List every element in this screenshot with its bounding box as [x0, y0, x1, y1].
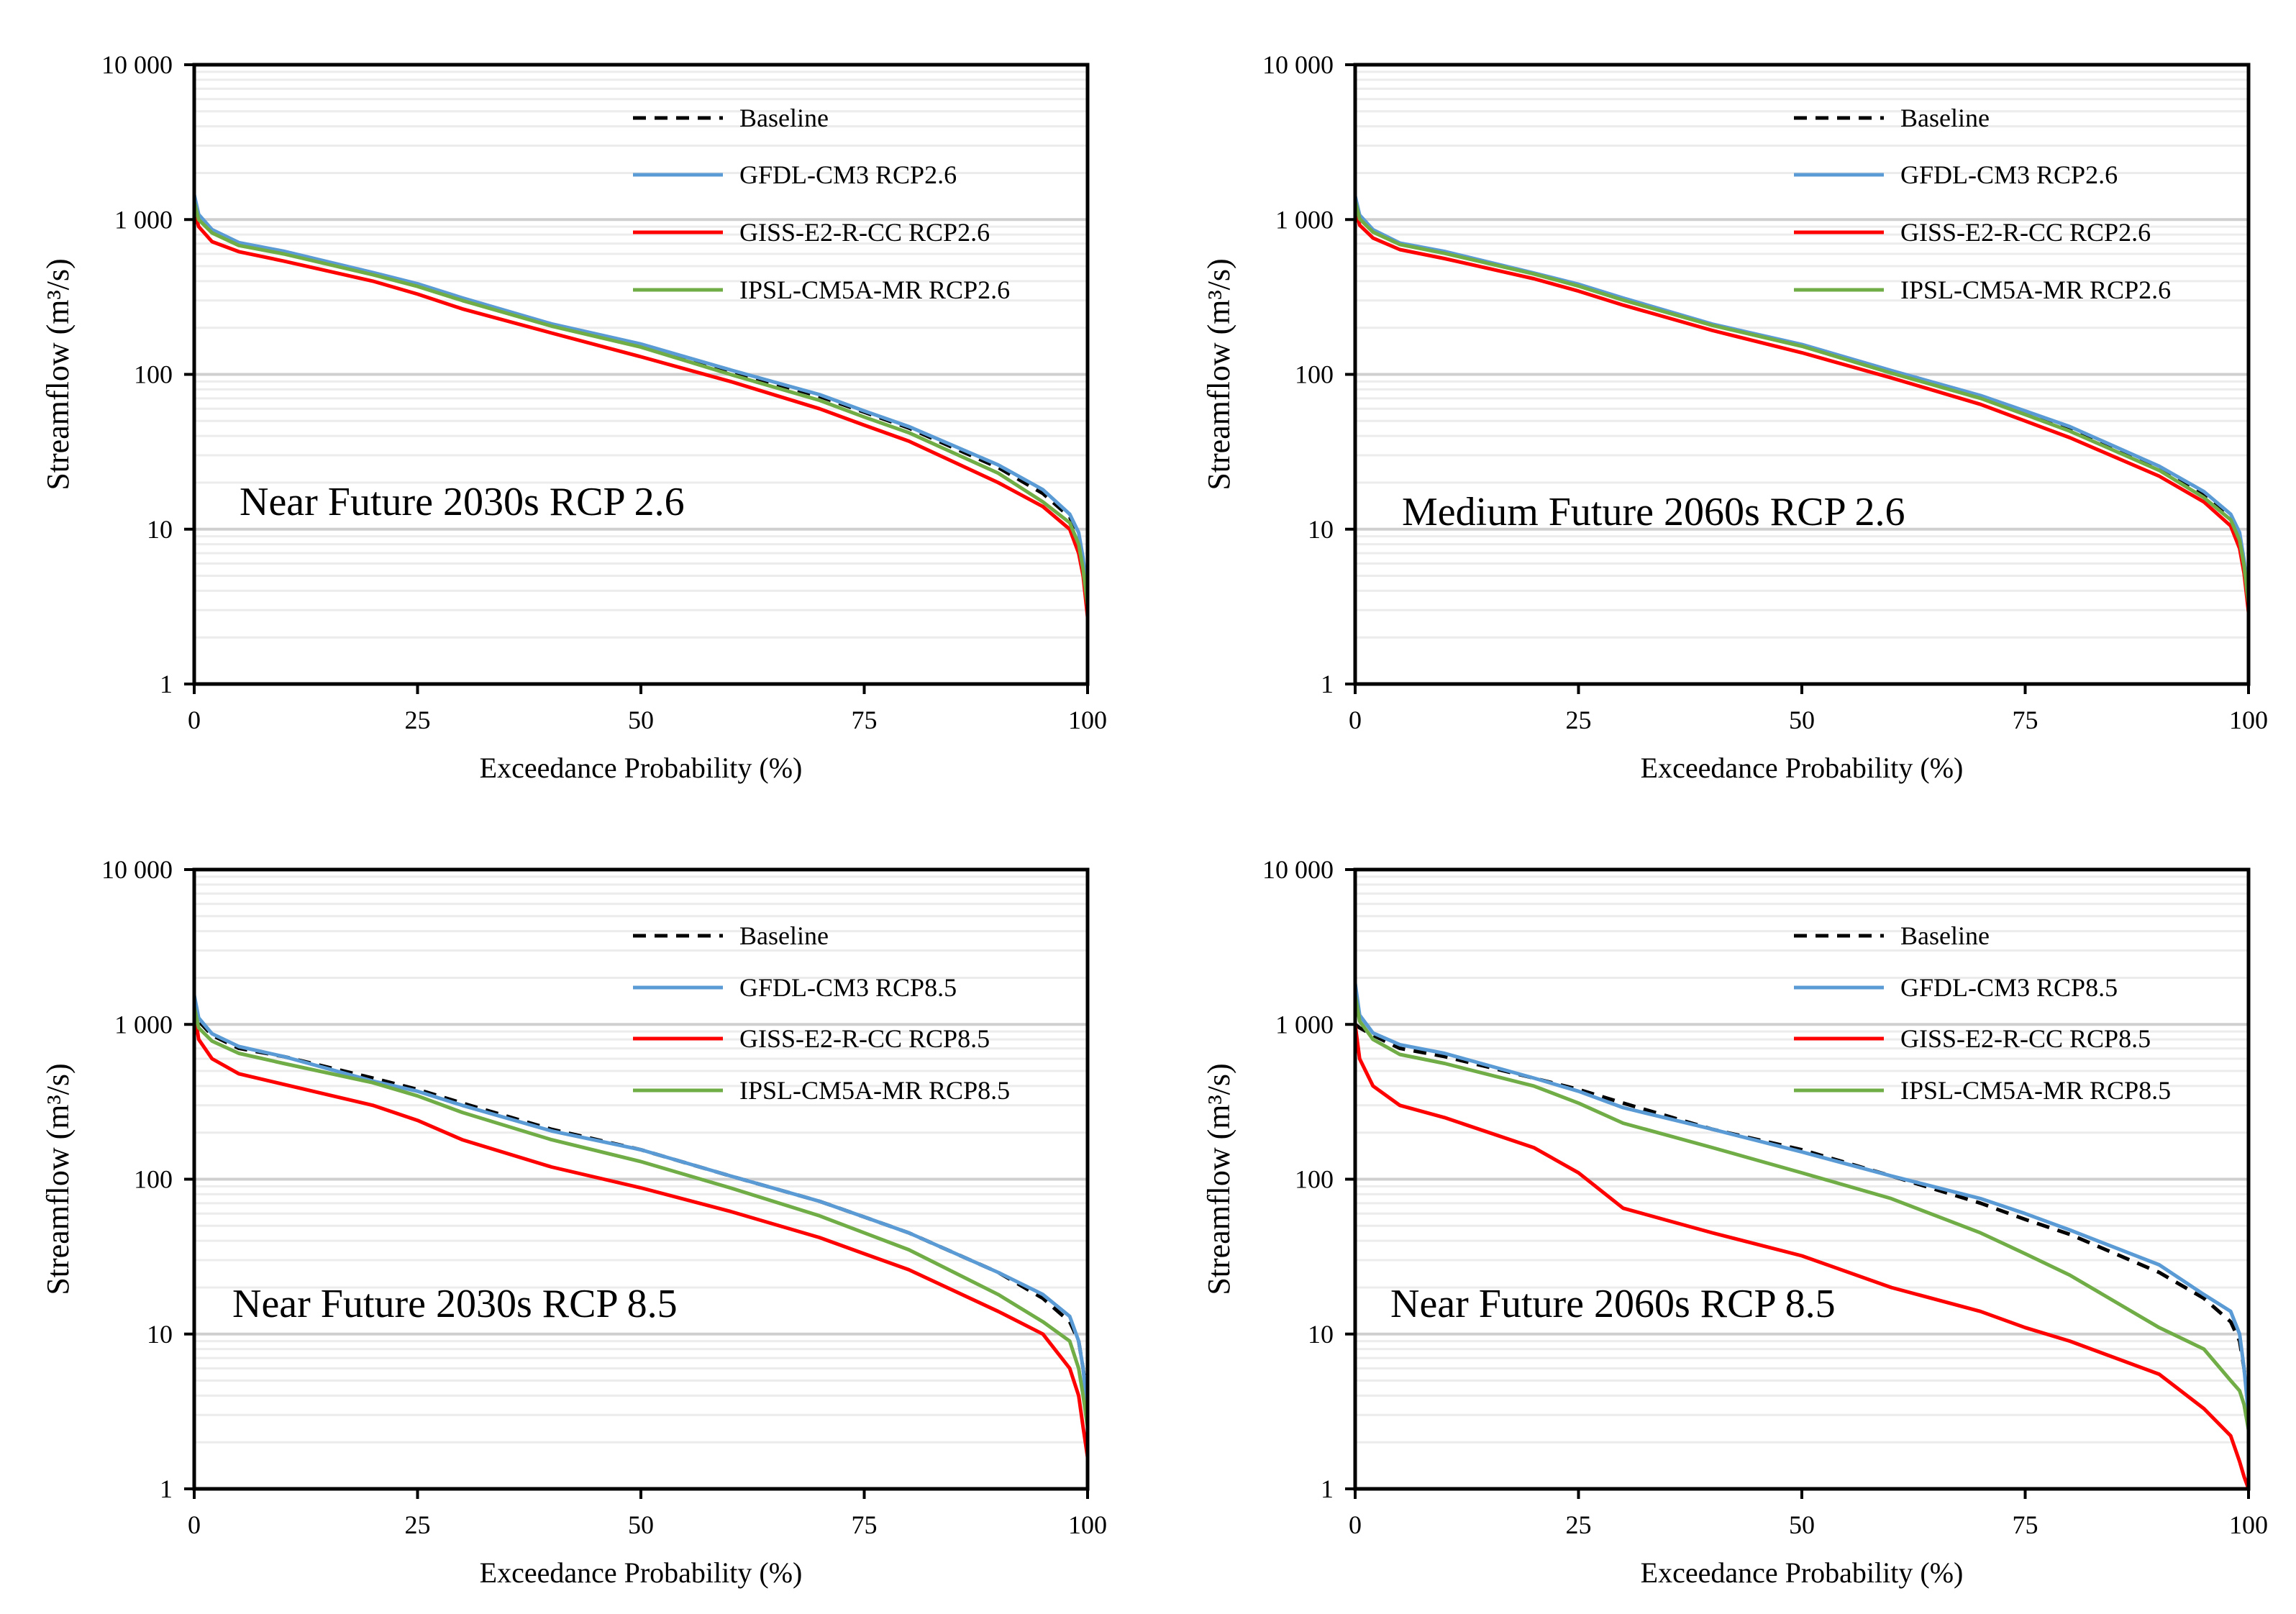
x-axis-title: Exceedance Probability (%)	[480, 1556, 803, 1589]
y-tick-label: 100	[1295, 360, 1334, 389]
legend-label: Baseline	[739, 921, 829, 950]
x-tick-label: 25	[1566, 1510, 1592, 1539]
y-axis-title: Streamflow (m³/s)	[1201, 1063, 1236, 1295]
panel-annotation: Near Future 2060s RCP 8.5	[1390, 1282, 1836, 1326]
chart-panel-4: 0 25 50 75 100 1 10 100 1 000 10 000 Exceedance Pr…	[1201, 855, 2268, 1589]
y-tick-label: 10	[1308, 1320, 1334, 1349]
series-line-gfdl-cm3-rcp8-5	[192, 994, 1090, 1415]
series-line-ipsl-cm5a-mr-rcp8-5	[1353, 994, 2251, 1431]
x-tick-label: 100	[2229, 706, 2268, 734]
x-tick-label: 50	[1789, 1510, 1815, 1539]
legend-label: Baseline	[1900, 104, 1990, 132]
y-tick-label: 10 000	[101, 50, 173, 79]
y-tick-label: 1	[160, 1474, 173, 1503]
legend-label: GISS-E2-R-CC RCP8.5	[1900, 1024, 2151, 1053]
x-tick-label: 25	[1566, 706, 1592, 734]
legend-label: IPSL-CM5A-MR RCP8.5	[1900, 1076, 2171, 1105]
chart-panel-2: 0 25 50 75 100 1 10 100 1 000 10 000 Exceedance Pr…	[1201, 50, 2268, 784]
chart-panel-3: 0 25 50 75 100 1 10 100 1 000 10 000 Exceedance Pr…	[40, 855, 1107, 1589]
x-tick-label: 50	[628, 1510, 654, 1539]
legend-label: GFDL-CM3 RCP2.6	[1900, 160, 2118, 189]
legend-label: IPSL-CM5A-MR RCP2.6	[739, 275, 1010, 304]
y-tick-label: 10 000	[1262, 50, 1334, 79]
series-line-giss-e2-r-cc-rcp2-6	[1353, 206, 2251, 613]
y-tick-label: 1	[1321, 1474, 1334, 1503]
series-line-giss-e2-r-cc-rcp8-5	[192, 1009, 1090, 1458]
legend-label: Baseline	[739, 104, 829, 132]
legend-label: GFDL-CM3 RCP2.6	[739, 160, 957, 189]
x-tick-label: 100	[1068, 1510, 1107, 1539]
series-line-gfdl-cm3-rcp8-5	[1353, 982, 2251, 1415]
y-tick-label: 10 000	[1262, 855, 1334, 884]
x-axis-title: Exceedance Probability (%)	[1641, 1556, 1964, 1589]
panel-annotation: Medium Future 2060s RCP 2.6	[1402, 490, 1905, 534]
x-tick-label: 75	[2013, 706, 2038, 734]
series-line-gfdl-cm3-rcp2-6	[192, 193, 1090, 598]
y-tick-label: 10	[147, 1320, 173, 1349]
y-tick-label: 10	[1308, 515, 1334, 544]
legend-label: Baseline	[1900, 921, 1990, 950]
y-tick-label: 100	[1295, 1165, 1334, 1194]
legend-label: GISS-E2-R-CC RCP2.6	[739, 218, 990, 247]
legend-label: IPSL-CM5A-MR RCP8.5	[739, 1076, 1010, 1105]
legend-label: GFDL-CM3 RCP8.5	[1900, 973, 2118, 1002]
x-tick-label: 25	[405, 706, 431, 734]
series-line-giss-e2-r-cc-rcp2-6	[192, 209, 1090, 618]
x-axis-title: Exceedance Probability (%)	[1641, 752, 1964, 784]
y-tick-label: 1	[160, 670, 173, 698]
chart-panel-1: 0 25 50 75 100 1 10 100 1 000 10 000 Exceedance Pr…	[40, 50, 1107, 784]
y-tick-label: 1 000	[1275, 205, 1334, 234]
y-tick-label: 1 000	[114, 1010, 173, 1039]
x-tick-label: 0	[1349, 1510, 1362, 1539]
x-tick-label: 75	[2013, 1510, 2038, 1539]
x-tick-label: 0	[1349, 706, 1362, 734]
y-tick-label: 100	[134, 360, 173, 389]
legend-label: GFDL-CM3 RCP8.5	[739, 973, 957, 1002]
x-tick-label: 25	[405, 1510, 431, 1539]
y-tick-label: 1	[1321, 670, 1334, 698]
y-tick-label: 100	[134, 1165, 173, 1194]
y-tick-label: 1 000	[114, 205, 173, 234]
legend-label: GISS-E2-R-CC RCP2.6	[1900, 218, 2151, 247]
y-tick-label: 1 000	[1275, 1010, 1334, 1039]
legend-label: IPSL-CM5A-MR RCP2.6	[1900, 275, 2171, 304]
x-axis-title: Exceedance Probability (%)	[480, 752, 803, 784]
legend-label: GISS-E2-R-CC RCP8.5	[739, 1024, 990, 1053]
x-tick-label: 50	[1789, 706, 1815, 734]
series-line-giss-e2-r-cc-rcp8-5	[1353, 1023, 2251, 1490]
x-tick-label: 0	[188, 706, 201, 734]
series-line-ipsl-cm5a-mr-rcp2-6	[1353, 200, 2251, 604]
y-tick-label: 10 000	[101, 855, 173, 884]
x-tick-label: 100	[2229, 1510, 2268, 1539]
series-line-ipsl-cm5a-mr-rcp8-5	[192, 1006, 1090, 1428]
x-tick-label: 50	[628, 706, 654, 734]
panel-annotation: Near Future 2030s RCP 2.6	[240, 480, 685, 524]
y-axis-title: Streamflow (m³/s)	[40, 258, 76, 490]
y-axis-title: Streamflow (m³/s)	[40, 1063, 76, 1295]
x-tick-label: 75	[852, 706, 878, 734]
x-tick-label: 100	[1068, 706, 1107, 734]
y-tick-label: 10	[147, 515, 173, 544]
series-line-ipsl-cm5a-mr-rcp2-6	[192, 201, 1090, 606]
y-axis-title: Streamflow (m³/s)	[1201, 258, 1236, 490]
x-tick-label: 75	[852, 1510, 878, 1539]
x-tick-label: 0	[188, 1510, 201, 1539]
panel-annotation: Near Future 2030s RCP 8.5	[232, 1282, 678, 1326]
